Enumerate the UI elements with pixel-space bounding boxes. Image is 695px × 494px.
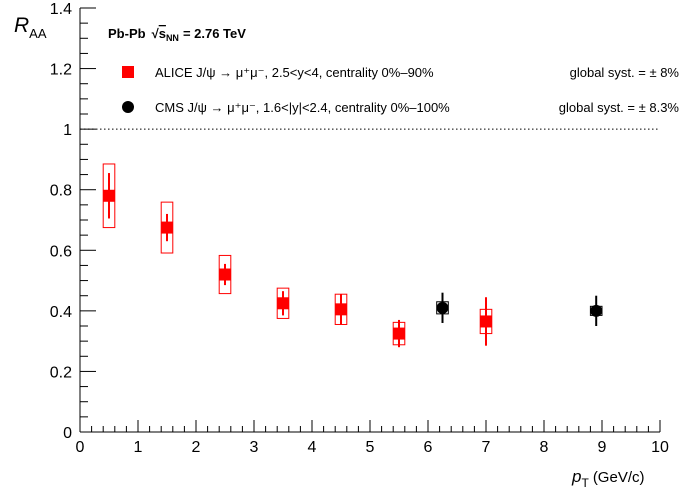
data-point	[103, 189, 115, 202]
x-tick-label: 10	[651, 439, 669, 456]
data-point	[480, 315, 492, 328]
title-part: = 2.76 TeV	[183, 26, 246, 41]
x-tick-label: 9	[598, 439, 607, 456]
global-syst: global syst. = ± 8.3%	[559, 100, 680, 115]
x-tick-label: 0	[76, 439, 85, 456]
y-tick-label: 0.2	[50, 364, 72, 381]
y-label-main: R	[14, 14, 29, 37]
x-tick-label: 8	[540, 439, 549, 456]
y-tick-label: 1	[63, 122, 72, 139]
chart-title: Pb-Pb √sNN = 2.76 TeV	[108, 26, 246, 43]
y-tick-label: 0	[63, 425, 72, 442]
legend-label: CMS J/ψ → μ⁺μ⁻, 1.6<|y|<2.4, centrality …	[155, 100, 450, 115]
data-point	[393, 327, 405, 340]
y-tick-label: 0.4	[50, 304, 72, 321]
title-part: √	[152, 26, 160, 41]
y-tick-label: 0.8	[50, 183, 72, 200]
legend-label: ALICE J/ψ → μ⁺μ⁻, 2.5<y<4, centrality 0%…	[155, 65, 434, 80]
x-label-sub: T	[581, 476, 589, 490]
x-label-main: p	[571, 467, 581, 486]
data-point	[219, 268, 231, 281]
title-part: Pb-Pb	[108, 26, 146, 41]
x-axis-label: pT (GeV/c)	[571, 467, 645, 490]
y-label-sub: AA	[29, 26, 47, 41]
legend-marker	[122, 66, 134, 78]
x-tick-label: 2	[192, 439, 201, 456]
data-point	[590, 304, 603, 317]
data-point	[436, 301, 449, 314]
title-part: NN	[166, 33, 179, 43]
x-tick-label: 3	[250, 439, 259, 456]
data-point	[277, 297, 289, 310]
data-point	[335, 303, 347, 316]
x-tick-label: 4	[308, 439, 317, 456]
legend-marker	[122, 101, 134, 113]
data-point	[161, 221, 173, 234]
x-tick-label: 1	[134, 439, 143, 456]
title-part: s	[159, 26, 166, 41]
y-axis-label: RAA	[14, 14, 47, 41]
x-tick-label: 5	[366, 439, 375, 456]
x-label-unit: (GeV/c)	[593, 469, 645, 486]
x-tick-label: 6	[424, 439, 433, 456]
y-tick-label: 0.6	[50, 243, 72, 260]
x-tick-label: 7	[482, 439, 491, 456]
y-tick-label: 1.2	[50, 62, 72, 79]
global-syst: global syst. = ± 8%	[570, 65, 680, 80]
y-tick-label: 1.4	[50, 1, 72, 18]
